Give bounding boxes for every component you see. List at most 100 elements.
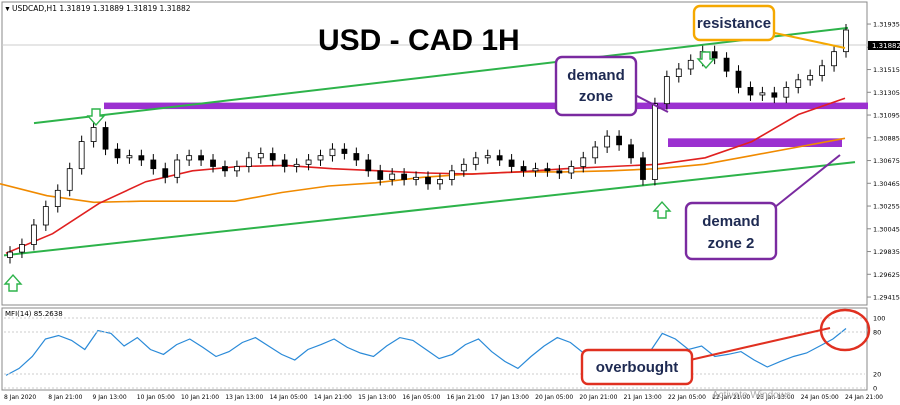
price-axis-label: 1.30255	[873, 203, 900, 211]
candle-body	[401, 173, 408, 180]
price-axis-label: 1.31305	[873, 89, 900, 97]
candle-body	[759, 92, 766, 96]
demand-zones	[104, 102, 868, 147]
time-axis-label: 9 Jan 13:00	[93, 394, 127, 401]
candle-body	[102, 127, 109, 150]
candle-body	[532, 168, 539, 172]
price-axis-label: 1.31515	[873, 66, 900, 74]
candle-body	[556, 170, 563, 174]
current-price-tag: 1.31882	[868, 41, 900, 50]
candle-body	[496, 155, 503, 161]
candle-body	[592, 146, 599, 159]
time-axis-label: 10 Jan 21:00	[181, 394, 219, 401]
candle-body	[341, 148, 348, 154]
candle-body	[711, 51, 718, 59]
mfi-series	[5, 328, 847, 376]
overbought-pointer	[689, 327, 831, 361]
candle-body	[425, 176, 431, 185]
time-axis-label: 15 Jan 13:00	[358, 394, 396, 401]
candle-body	[329, 148, 336, 157]
indicator-label: MFI(14) 85.2638	[5, 310, 63, 318]
candle-body	[747, 87, 754, 96]
resistance-callout: resistance	[692, 4, 776, 42]
candle-body	[723, 57, 730, 72]
arrow-up-icon	[3, 273, 23, 292]
price-axis-label: 1.30675	[873, 157, 900, 165]
price-axis-label: 1.29415	[873, 294, 900, 302]
time-axis-label: 8 Jan 2020	[4, 394, 36, 401]
overbought-callout: overbought	[580, 348, 694, 386]
candle-body	[377, 170, 384, 180]
symbol-header: ▼ USDCAD,H1 1.31819 1.31889 1.31819 1.31…	[4, 4, 191, 13]
candle-body	[771, 92, 778, 98]
demand-zone-2-pointer	[774, 154, 841, 208]
time-axis-label: 21 Jan 13:00	[624, 394, 662, 401]
candle-body	[389, 173, 396, 180]
candle-body	[413, 176, 419, 180]
candle-body	[150, 159, 157, 170]
candle-body	[520, 166, 527, 172]
trend-lines	[0, 26, 856, 257]
candle-body	[640, 157, 646, 180]
candle-body	[795, 79, 802, 88]
candle-body	[186, 155, 193, 161]
candle-body	[687, 59, 694, 70]
time-axis-label: 14 Jan 21:00	[314, 394, 352, 401]
time-axis-label: 10 Jan 05:00	[137, 394, 175, 401]
price-axis-label: 1.30045	[873, 225, 900, 233]
candle-body	[162, 168, 169, 178]
candle-body	[126, 155, 133, 159]
price-axis-label: 1.30465	[873, 180, 900, 188]
candle-body	[353, 153, 360, 161]
candle-body	[568, 166, 575, 174]
overbought-label: overbought	[596, 359, 679, 376]
candle-body	[210, 159, 216, 167]
candle-body	[735, 70, 742, 88]
channel-resistance-line	[33, 26, 849, 125]
mfi-axis-label: 100	[873, 315, 885, 323]
demand-zone-label-line2: zone	[579, 88, 613, 105]
candle-body	[78, 141, 85, 170]
os-watermark: Activate Windows	[712, 390, 791, 401]
candle-body	[281, 159, 288, 167]
mfi-axis-label: 0	[873, 385, 877, 393]
time-axis-label: 24 Jan 05:00	[801, 394, 839, 401]
time-axis-label: 20 Jan 21:00	[579, 394, 617, 401]
resistance-label: resistance	[697, 15, 771, 32]
candle-body	[819, 65, 826, 76]
time-axis-label: 24 Jan 21:00	[845, 394, 883, 401]
demand-zone-callout: demand zone	[554, 55, 638, 117]
resistance-pointer	[769, 31, 846, 49]
demand-zone-label-line1: demand	[567, 67, 625, 84]
demand-zone-pointer	[634, 94, 669, 113]
moving-average-slow	[0, 137, 846, 204]
indicator-panel-frame	[1, 307, 868, 391]
demand-zone-band	[668, 138, 842, 147]
candle-body	[616, 135, 622, 146]
time-axis-label: 17 Jan 13:00	[491, 394, 529, 401]
candle-body	[222, 166, 228, 172]
time-axis-label: 14 Jan 05:00	[270, 394, 308, 401]
symbol-info: USDCAD,H1 1.31819 1.31889 1.31819 1.3188…	[12, 4, 191, 13]
candle-body	[807, 75, 814, 81]
candle-body	[652, 103, 658, 180]
candle-body	[269, 153, 276, 161]
time-axis-label: 16 Jan 21:00	[447, 394, 485, 401]
candle-body	[508, 159, 515, 167]
candle-body	[663, 76, 670, 105]
candle-body	[19, 244, 25, 253]
candle-body	[7, 251, 13, 258]
chart-title: USD - CAD 1H	[318, 24, 520, 57]
candle-body	[30, 224, 37, 245]
candle-body	[54, 189, 61, 207]
mfi-axis: 100 80 20 0	[4, 315, 885, 393]
candle-body	[783, 87, 790, 98]
candle-body	[675, 68, 682, 77]
dropdown-icon[interactable]: ▼	[4, 6, 11, 13]
candle-body	[365, 159, 372, 172]
candle-body	[174, 159, 181, 178]
price-axis-label: 1.30885	[873, 134, 900, 142]
demand-zone-2-label-line2: zone 2	[708, 235, 755, 252]
time-axis: 8 Jan 2020 8 Jan 21:00 9 Jan 13:00 10 Jan 0…	[4, 394, 883, 401]
